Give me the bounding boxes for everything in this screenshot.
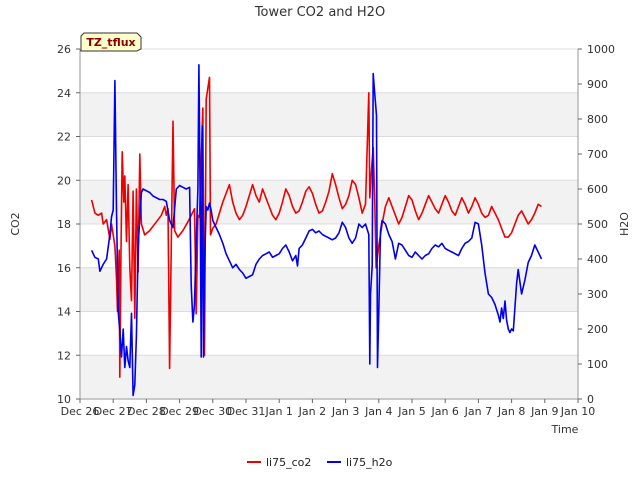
x-axis-label: Time: [551, 423, 579, 436]
site-badge: TZ_tflux: [80, 32, 142, 52]
x-tick-label: Jan 4: [364, 405, 392, 418]
series-line-co2: [90, 76, 542, 378]
chart-title: Tower CO2 and H2O: [254, 5, 385, 20]
y-right-tick-label: 0: [587, 393, 594, 406]
y-right-tick-label: 700: [587, 148, 608, 161]
plot-band: [80, 355, 578, 399]
legend-label-co2: li75_co2: [266, 456, 311, 469]
x-tick-label: Dec 27: [94, 405, 133, 418]
plot-band: [80, 267, 578, 312]
site-badge-label: TZ_tflux: [86, 36, 135, 49]
y-right-tick-label: 400: [587, 253, 608, 266]
y-left-tick-label: 16: [57, 262, 71, 275]
tick-labels: 10 12 14 16 18 20 22 24 26 0 100 200 300 400 500 600 700…: [57, 43, 615, 418]
plot-band: [80, 180, 578, 224]
y-axis-left-label: CO2: [9, 212, 22, 235]
x-tick-label: Jan 8: [497, 405, 525, 418]
legend: li75_co2 li75_h2o: [247, 456, 393, 469]
x-tick-label: Dec 29: [160, 405, 199, 418]
plot-band: [80, 92, 578, 137]
x-tick-label: Dec 30: [193, 405, 232, 418]
y-axis-right-label: H2O: [618, 212, 631, 236]
y-right-tick-label: 500: [587, 218, 608, 231]
y-right-tick-label: 600: [587, 183, 608, 196]
y-left-tick-label: 20: [57, 174, 71, 187]
y-left-tick-label: 18: [57, 218, 71, 231]
x-tick-label: Jan 3: [331, 405, 359, 418]
y-right-tick-label: 100: [587, 358, 608, 371]
x-tick-label: Jan 9: [530, 405, 558, 418]
y-left-tick-label: 22: [57, 131, 71, 144]
x-tick-label: Jan 10: [560, 405, 595, 418]
site-badge-box: [80, 32, 142, 52]
y-right-tick-label: 200: [587, 323, 608, 336]
legend-label-h2o: li75_h2o: [346, 456, 393, 469]
axes: [76, 48, 582, 403]
x-tick-label: Jan 7: [464, 405, 492, 418]
y-right-tick-label: 300: [587, 288, 608, 301]
series-layer: [90, 64, 543, 397]
y-left-tick-label: 24: [57, 87, 71, 100]
x-tick-label: Jan 2: [298, 405, 326, 418]
x-tick-label: Jan 6: [430, 405, 458, 418]
series-line-h2o: [90, 64, 543, 397]
x-tick-label: Jan 5: [397, 405, 425, 418]
y-right-tick-label: 900: [587, 78, 608, 91]
y-left-tick-label: 14: [57, 306, 71, 319]
y-right-tick-label: 800: [587, 113, 608, 126]
x-tick-label: Dec 31: [227, 405, 266, 418]
y-right-tick-label: 1000: [587, 43, 615, 56]
y-left-tick-label: 26: [57, 43, 71, 56]
y-left-tick-label: 12: [57, 349, 71, 362]
x-tick-label: Dec 28: [127, 405, 166, 418]
y-left-tick-label: 10: [57, 393, 71, 406]
x-tick-label: Jan 1: [264, 405, 292, 418]
x-tick-label: Dec 26: [61, 405, 100, 418]
